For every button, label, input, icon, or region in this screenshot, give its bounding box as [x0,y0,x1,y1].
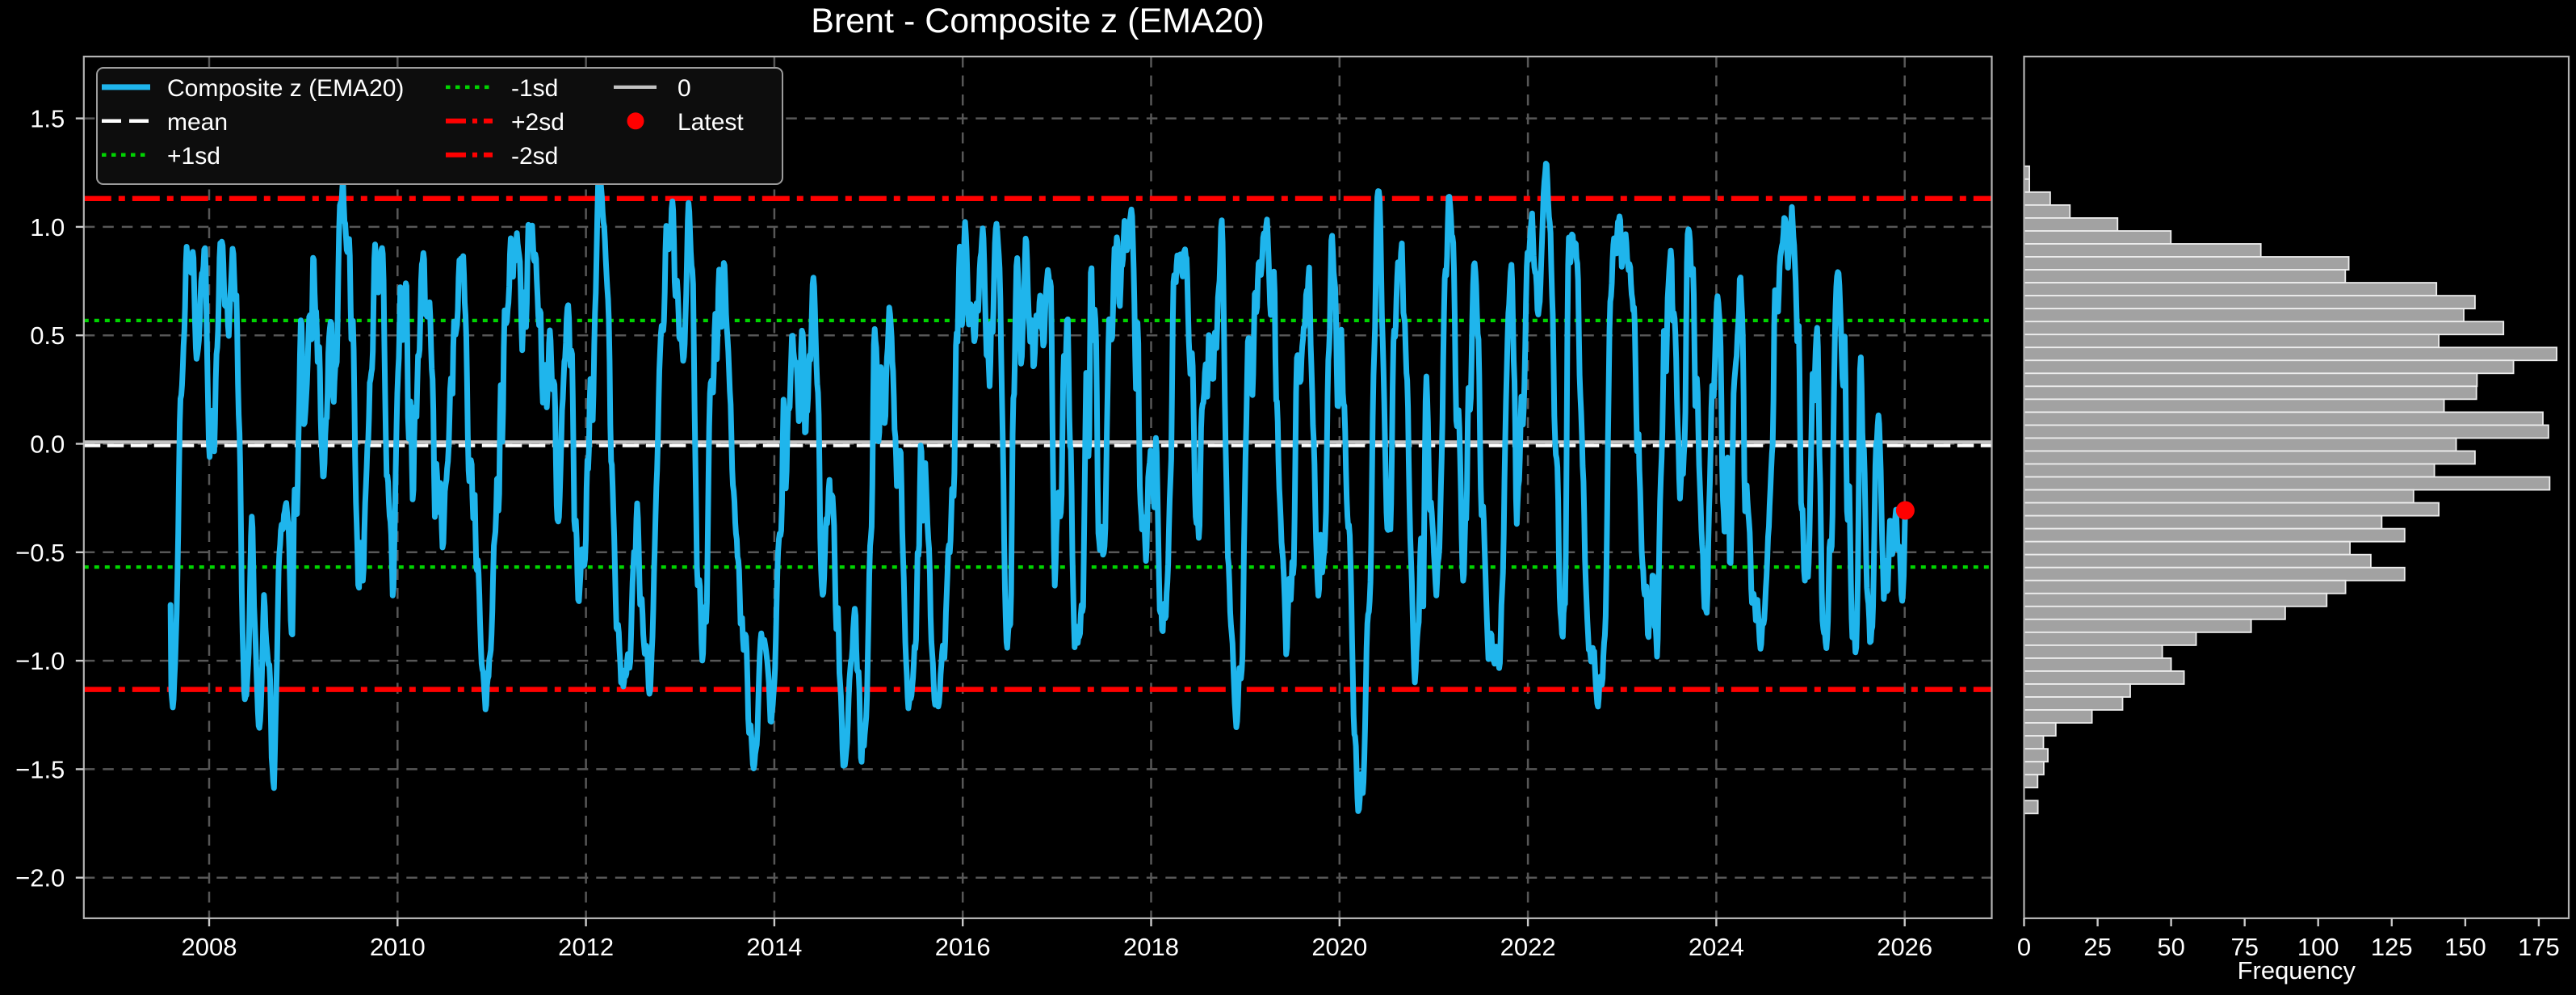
svg-text:0: 0 [2017,933,2031,961]
svg-text:75: 75 [2230,933,2258,961]
svg-text:150: 150 [2444,933,2486,961]
svg-text:100: 100 [2297,933,2339,961]
svg-text:0.5: 0.5 [30,321,65,350]
svg-text:125: 125 [2371,933,2413,961]
svg-text:−1.0: −1.0 [15,647,65,675]
svg-text:1.0: 1.0 [30,213,65,241]
svg-text:−2.0: −2.0 [15,864,65,892]
svg-text:-1sd: -1sd [511,75,558,102]
svg-text:-2sd: -2sd [511,143,558,170]
svg-text:Brent - Composite z (EMA20): Brent - Composite z (EMA20) [811,2,1265,40]
svg-text:−1.5: −1.5 [15,755,65,783]
svg-text:2010: 2010 [370,933,426,961]
svg-text:50: 50 [2157,933,2184,961]
svg-text:Composite z (EMA20): Composite z (EMA20) [167,75,404,102]
svg-text:2014: 2014 [746,933,802,961]
svg-text:2022: 2022 [1500,933,1556,961]
svg-text:2024: 2024 [1689,933,1744,961]
svg-text:25: 25 [2083,933,2111,961]
svg-text:2020: 2020 [1311,933,1367,961]
svg-text:mean: mean [167,109,228,136]
svg-text:2008: 2008 [182,933,237,961]
svg-text:2018: 2018 [1123,933,1179,961]
svg-text:175: 175 [2518,933,2560,961]
svg-text:+1sd: +1sd [167,143,220,170]
svg-text:Latest: Latest [678,109,744,136]
svg-text:2016: 2016 [935,933,991,961]
svg-text:0: 0 [678,75,691,102]
svg-text:2026: 2026 [1877,933,1932,961]
svg-text:−0.5: −0.5 [15,539,65,567]
svg-text:Frequency: Frequency [2238,956,2356,985]
svg-text:+2sd: +2sd [511,109,564,136]
svg-text:2012: 2012 [558,933,614,961]
svg-text:1.5: 1.5 [30,105,65,133]
svg-text:0.0: 0.0 [30,430,65,459]
